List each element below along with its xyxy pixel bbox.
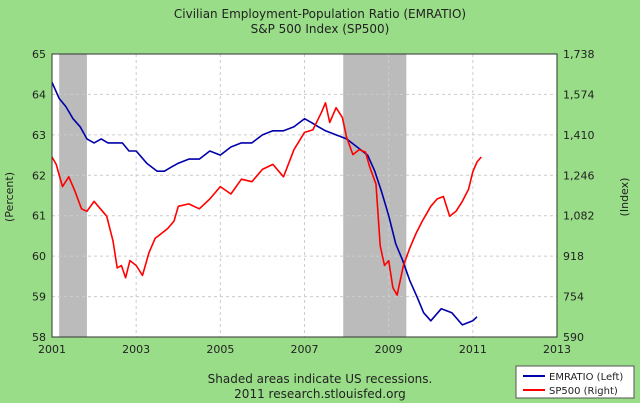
left-axis-label: (Percent) (3, 172, 16, 222)
source-note: 2011 research.stlouisfed.org (234, 387, 406, 401)
right-tick-label: 754 (563, 291, 584, 304)
plot-border (51, 53, 558, 338)
series-line-emratio (51, 81, 478, 326)
legend-label-emratio: EMRATIO (Left) (549, 372, 623, 383)
legend-box (515, 365, 635, 399)
left-tick-label: 60 (32, 250, 46, 263)
left-tick-label: 65 (32, 48, 46, 61)
x-tick-label: 2003 (122, 343, 150, 356)
left-tick-label: 64 (32, 88, 46, 101)
series-line-sp500 (51, 102, 482, 296)
x-tick-label: 2009 (375, 343, 403, 356)
x-tick-label: 2001 (38, 343, 66, 356)
right-tick-label: 918 (563, 250, 584, 263)
x-tick-label: 2011 (459, 343, 487, 356)
left-tick-label: 61 (32, 210, 46, 223)
chart-subtitle: S&P 500 Index (SP500) (251, 22, 390, 36)
right-tick-label: 1,574 (563, 88, 595, 101)
right-axis-label: (Index) (618, 178, 631, 217)
right-tick-label: 1,246 (563, 169, 595, 182)
recession-band-0 (59, 54, 87, 337)
chart-title: Civilian Employment-Population Ratio (EM… (174, 7, 466, 21)
right-tick-label: 1,082 (563, 210, 595, 223)
left-tick-label: 62 (32, 169, 46, 182)
right-axis: 590 754 918 1,082 1,246 1,410 1,574 1,738 (563, 48, 595, 344)
left-axis: 58 59 60 61 62 63 64 65 (32, 48, 46, 344)
recession-note: Shaded areas indicate US recessions. (208, 372, 433, 386)
left-tick-label: 63 (32, 129, 46, 142)
x-axis: 2001 2003 2005 2007 2009 2011 2013 (38, 343, 571, 356)
x-tick-label: 2013 (543, 343, 571, 356)
legend-label-sp500: SP500 (Right) (549, 386, 618, 397)
right-tick-label: 1,410 (563, 129, 595, 142)
plot-area (51, 53, 558, 338)
legend: EMRATIO (Left) SP500 (Right) (515, 365, 635, 399)
x-tick-label: 2005 (206, 343, 234, 356)
right-tick-label: 1,738 (563, 48, 595, 61)
recession-band-1 (343, 54, 407, 337)
left-tick-label: 58 (32, 331, 46, 344)
left-tick-label: 59 (32, 291, 46, 304)
right-tick-label: 590 (563, 331, 584, 344)
x-tick-label: 2007 (291, 343, 319, 356)
